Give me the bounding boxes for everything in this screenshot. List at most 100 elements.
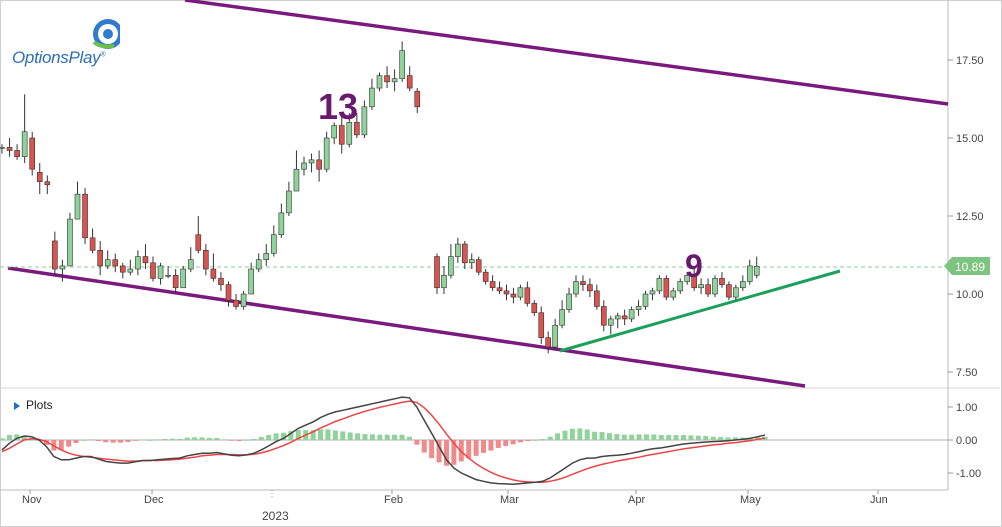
candle-body — [36, 172, 43, 182]
macd-histogram-bar — [184, 437, 190, 440]
macd-histogram-bar — [21, 436, 27, 440]
macd-y-tick-label: 1.00 — [956, 402, 977, 414]
macd-histogram-bar — [362, 434, 368, 440]
expand-arrow-icon — [14, 401, 20, 410]
candle-body — [67, 218, 73, 267]
macd-histogram-bar — [162, 439, 168, 440]
upper-channel-line — [184, 0, 949, 106]
macd-histogram-bar — [592, 431, 598, 440]
macd-histogram-bar — [673, 435, 679, 440]
candle-body — [663, 278, 670, 298]
last-price-badge: 10.89 — [944, 257, 990, 275]
macd-histogram-bar — [562, 430, 568, 440]
candle-body — [531, 303, 538, 314]
candle-body — [354, 122, 360, 136]
y-tick-label: 7.50 — [956, 367, 977, 379]
candle-body — [21, 131, 28, 158]
candle-body — [89, 237, 96, 251]
macd-histogram-bar — [199, 437, 205, 440]
candle-body — [308, 159, 315, 164]
candle-body — [712, 278, 718, 295]
candle-body — [545, 337, 552, 348]
candle-body — [441, 274, 447, 289]
candle-body — [566, 293, 572, 310]
candle-body — [233, 299, 239, 307]
macd-histogram-bar — [80, 440, 86, 441]
macd-histogram-bar — [347, 432, 353, 440]
macd-histogram-bar — [229, 440, 235, 441]
macd-histogram-bar — [14, 434, 20, 440]
candle-body — [677, 281, 684, 292]
macd-histogram-bar — [221, 439, 227, 441]
plots-toggle[interactable]: Plots — [14, 398, 53, 412]
candle-body — [399, 50, 405, 80]
candle-body — [240, 293, 247, 307]
brand-logo — [10, 8, 123, 70]
macd-histogram-bar — [355, 433, 361, 440]
candle-body — [684, 274, 691, 282]
candle-body — [600, 306, 607, 326]
macd-histogram-bar — [414, 440, 420, 445]
macd-histogram-bar — [273, 433, 279, 440]
candle-body — [753, 265, 760, 276]
macd-histogram-bar — [66, 440, 72, 447]
macd-histogram-bar — [214, 438, 220, 440]
candle-body — [746, 265, 753, 282]
macd-histogram-bar — [169, 438, 175, 440]
candle-body — [489, 281, 496, 289]
y-tick-label: 10.00 — [956, 289, 984, 301]
candle-body — [705, 284, 711, 295]
macd-histogram-bar — [525, 440, 531, 441]
macd-histogram-bar — [266, 435, 272, 440]
macd-histogram-bar — [636, 434, 642, 440]
plots-label-text: Plots — [26, 398, 53, 412]
candle-body — [691, 274, 697, 289]
macd-histogram-bar — [325, 429, 331, 440]
x-tick-label: Apr — [628, 494, 645, 506]
logo-mark — [92, 19, 123, 49]
macd-histogram-bar — [488, 440, 494, 451]
macd-histogram-bar — [310, 430, 316, 440]
macd-histogram-bar — [258, 437, 264, 440]
macd-histogram-bar — [103, 440, 109, 443]
candle-body — [538, 312, 545, 338]
x-tick-label: Feb — [384, 494, 403, 506]
candle-body — [468, 259, 475, 264]
macd-signal-line — [1, 400, 766, 483]
macd-histogram-bar — [377, 434, 383, 440]
macd-histogram-bar — [392, 434, 398, 440]
macd-histogram-bar — [125, 440, 131, 442]
candle-body — [719, 278, 725, 285]
candle-body — [316, 159, 322, 170]
macd-histogram-bar — [532, 440, 538, 441]
candle-body — [270, 234, 277, 254]
macd-histogram-bar — [518, 440, 524, 443]
macd-histogram-bar — [443, 440, 449, 466]
candle-body — [621, 315, 628, 320]
macd-histogram-bar — [384, 434, 390, 440]
candle-body — [455, 243, 461, 257]
macd-histogram-bar — [406, 436, 412, 440]
candle-body — [59, 265, 66, 270]
macd-y-tick-label: -1.00 — [956, 468, 981, 480]
candle-body — [670, 290, 677, 298]
candle-body — [120, 265, 126, 273]
macd-histogram-bar — [132, 440, 138, 441]
macd-histogram-bar — [332, 430, 338, 440]
x-tick-label: May — [740, 494, 761, 506]
candle-body — [52, 240, 58, 270]
candle-body — [263, 253, 270, 260]
candle-body — [573, 281, 579, 295]
macd-histogram-bar — [703, 436, 709, 440]
x-tick-label: Mar — [500, 494, 519, 506]
trademark-mark: ® — [100, 51, 106, 59]
macd-histogram-bar — [510, 440, 516, 445]
candle-body — [255, 259, 262, 270]
candle-body — [29, 137, 36, 170]
macd-histogram-bar — [436, 440, 442, 463]
candle-body — [6, 147, 13, 151]
candle-body — [112, 259, 119, 267]
candle-body — [580, 281, 586, 285]
macd-histogram-bar — [155, 439, 161, 441]
